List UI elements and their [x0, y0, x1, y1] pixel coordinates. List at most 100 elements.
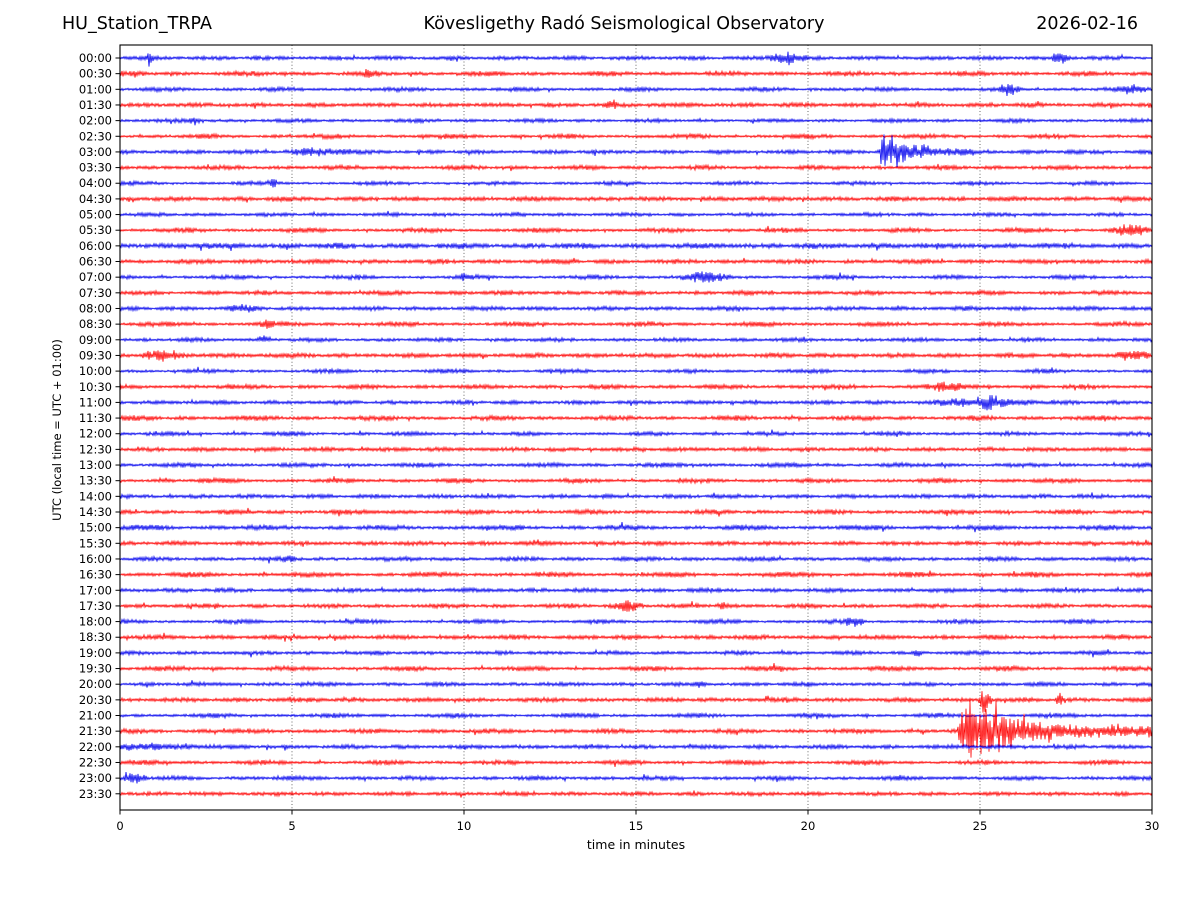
seismic-trace-1830	[120, 632, 1152, 642]
seismic-trace-2100	[120, 711, 1152, 720]
time-tick-label: 07:00	[79, 270, 112, 284]
time-tick-label: 17:30	[79, 599, 112, 613]
time-tick-label: 04:30	[79, 192, 112, 206]
figure-title: Kövesligethy Radó Seismological Observat…	[423, 14, 825, 34]
time-tick-label: 23:00	[79, 771, 112, 785]
time-tick-label: 02:00	[79, 114, 112, 128]
seismic-trace-2230	[120, 758, 1152, 767]
time-tick-label: 12:00	[79, 427, 112, 441]
seismic-trace-0730	[120, 288, 1152, 297]
time-tick-label: 21:30	[79, 724, 112, 738]
seismic-trace-2300	[120, 771, 1152, 784]
seismic-trace-1300	[120, 460, 1152, 470]
time-tick-label: 05:00	[79, 208, 112, 222]
seismic-trace-1200	[120, 429, 1152, 438]
time-tick-label: 19:00	[79, 646, 112, 660]
time-tick-label: 19:30	[79, 662, 112, 676]
time-tick-label: 02:30	[79, 129, 112, 143]
time-tick-label: 09:00	[79, 333, 112, 347]
y-axis-label: UTC (local time = UTC + 01:00)	[50, 339, 64, 521]
time-tick-label: 18:00	[79, 615, 112, 629]
seismic-trace-1030	[120, 381, 1152, 392]
seismic-trace-1000	[120, 366, 1152, 375]
seismic-trace-0200	[120, 116, 1152, 126]
trace-area	[120, 51, 1152, 798]
seismic-trace-0800	[120, 304, 1152, 313]
seismic-trace-1100	[120, 395, 1152, 411]
seismic-trace-0030	[120, 68, 1152, 78]
time-tick-label: 09:30	[79, 348, 112, 362]
seismic-trace-1530	[120, 539, 1152, 548]
seismic-trace-2130	[120, 700, 1152, 758]
seismic-trace-0130	[120, 99, 1152, 110]
time-tick-label: 01:00	[79, 82, 112, 96]
seismic-trace-0930	[120, 350, 1152, 362]
seismic-trace-1800	[120, 617, 1152, 627]
time-tick-label: 15:30	[79, 536, 112, 550]
seismic-trace-1700	[120, 585, 1152, 595]
time-tick-label: 06:00	[79, 239, 112, 253]
time-tick-label: 20:00	[79, 677, 112, 691]
seismic-trace-0530	[120, 224, 1152, 236]
time-tick-label: 20:30	[79, 693, 112, 707]
minute-tick-label: 10	[457, 819, 472, 833]
x-axis-label: time in minutes	[586, 837, 686, 852]
seismic-trace-1500	[120, 521, 1152, 533]
time-tick-label: 17:00	[79, 583, 112, 597]
seismic-trace-1600	[120, 554, 1152, 564]
seismic-trace-1930	[120, 662, 1152, 673]
time-tick-label: 12:30	[79, 442, 112, 456]
seismic-trace-0500	[120, 210, 1152, 219]
seismic-trace-2330	[120, 789, 1152, 798]
seismic-trace-0300	[120, 134, 1152, 169]
time-tick-label: 07:30	[79, 286, 112, 300]
seismic-trace-0700	[120, 271, 1152, 283]
time-tick-label: 16:30	[79, 568, 112, 582]
seismic-trace-1400	[120, 492, 1152, 501]
time-tick-label: 13:00	[79, 458, 112, 472]
seismic-trace-0230	[120, 132, 1152, 141]
minute-tick-label: 30	[1145, 819, 1160, 833]
minute-tick-label: 0	[116, 819, 123, 833]
minute-tick-label: 5	[288, 819, 295, 833]
time-tick-label: 13:30	[79, 474, 112, 488]
time-tick-label: 23:30	[79, 787, 112, 801]
time-tick-label: 11:00	[79, 395, 112, 409]
figure-date: 2026-02-16	[1036, 14, 1138, 34]
time-tick-label: 18:30	[79, 630, 112, 644]
time-tick-label: 00:00	[79, 51, 112, 65]
time-tick-label: 08:30	[79, 317, 112, 331]
seismic-trace-1130	[120, 413, 1152, 423]
seismic-trace-0900	[120, 335, 1152, 344]
minute-tick-label: 15	[629, 819, 644, 833]
grid-lines	[291, 45, 981, 810]
seismic-trace-1900	[120, 648, 1152, 658]
seismic-trace-1430	[120, 507, 1152, 517]
time-tick-label: 03:30	[79, 161, 112, 175]
seismic-trace-0430	[120, 194, 1152, 203]
time-tick-label: 06:30	[79, 255, 112, 269]
time-tick-label: 03:00	[79, 145, 112, 159]
x-axis-ticks: 0 5 10 15 20 25 30	[116, 810, 1159, 833]
station-id: HU_Station_TRPA	[62, 14, 212, 34]
seismic-trace-0100	[120, 84, 1152, 97]
time-tick-label: 08:00	[79, 301, 112, 315]
time-tick-label: 14:30	[79, 505, 112, 519]
seismic-trace-1730	[120, 600, 1152, 612]
time-tick-label: 22:30	[79, 755, 112, 769]
time-tick-label: 01:30	[79, 98, 112, 112]
time-tick-label: 04:00	[79, 176, 112, 190]
seismic-trace-2000	[120, 680, 1152, 688]
seismic-trace-0400	[120, 179, 1152, 188]
time-tick-label: 16:00	[79, 552, 112, 566]
time-tick-label: 15:00	[79, 521, 112, 535]
time-tick-label: 22:00	[79, 740, 112, 754]
minute-tick-label: 25	[973, 819, 988, 833]
seismic-trace-0330	[120, 163, 1152, 172]
seismic-trace-2200	[120, 742, 1152, 751]
time-tick-label: 14:00	[79, 489, 112, 503]
seismic-trace-0830	[120, 319, 1152, 329]
time-tick-label: 05:30	[79, 223, 112, 237]
